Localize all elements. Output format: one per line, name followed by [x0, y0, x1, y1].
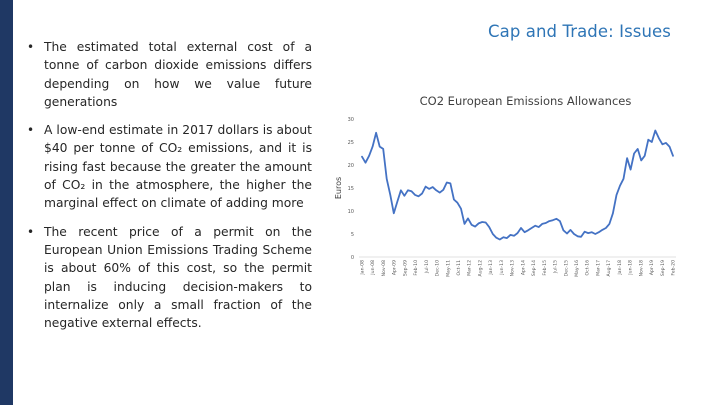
- x-tick-label: May-11: [445, 260, 451, 277]
- x-tick-label: Apr-19: [649, 260, 655, 275]
- x-tick-label: Jun-18: [628, 260, 634, 276]
- bullet-dot-icon: •: [27, 224, 35, 239]
- bullet-text: A low-end estimate in 2017 dollars is ab…: [44, 123, 312, 211]
- y-tick-label: 0: [351, 255, 354, 261]
- x-tick-label: Oct-16: [585, 260, 591, 276]
- bullet-text: The estimated total external cost of a t…: [44, 40, 312, 109]
- x-tick-label: Sep-09: [402, 260, 408, 276]
- x-tick-label: Feb-10: [413, 260, 419, 276]
- x-tick-label: Apr-14: [520, 260, 526, 275]
- bullet-item: • A low-end estimate in 2017 dollars is a…: [26, 121, 312, 212]
- x-tick-label: Feb-15: [542, 260, 548, 276]
- y-tick-label: 20: [348, 163, 354, 169]
- x-tick-label: Jul-15: [553, 260, 559, 274]
- y-tick-label: 25: [348, 140, 354, 146]
- x-tick-label: Feb-20: [671, 260, 677, 276]
- x-tick-label: Dec-15: [563, 260, 569, 276]
- x-tick-label: Oct-11: [456, 260, 462, 276]
- y-tick-label: 30: [348, 117, 354, 123]
- x-tick-label: Mar-17: [595, 260, 601, 276]
- x-tick-label: Sep-14: [531, 260, 537, 276]
- x-tick-label: Jul-10: [424, 260, 430, 274]
- bullet-list: • The estimated total external cost of a …: [26, 38, 312, 342]
- x-tick-label: Jan-08: [360, 260, 366, 276]
- bullet-item: • The recent price of a permit on the Eur…: [26, 223, 312, 333]
- x-tick-label: Nov-08: [381, 260, 387, 276]
- x-tick-label: May-16: [574, 260, 580, 277]
- bullet-dot-icon: •: [27, 123, 35, 138]
- x-tick-label: Sep-19: [660, 260, 666, 276]
- x-tick-label: Jun-13: [499, 260, 505, 276]
- bullet-item: • The estimated total external cost of a …: [26, 38, 312, 111]
- x-tick-label: Mar-12: [467, 260, 473, 276]
- x-tick-label: Jan-13: [488, 260, 494, 276]
- x-tick-label: Apr-09: [392, 260, 398, 275]
- x-tick-label: Jun-08: [370, 260, 376, 276]
- y-tick-label: 5: [351, 232, 354, 238]
- x-tick-label: Dec-10: [435, 260, 441, 276]
- emissions-chart: CO2 European Emissions Allowances 0 5 10 15 2…: [334, 94, 677, 277]
- x-tick-label: Aug-17: [606, 260, 612, 277]
- x-tick-label: Nov-18: [638, 260, 644, 276]
- x-tick-label: Aug-12: [477, 260, 483, 277]
- slide-title: Cap and Trade: Issues: [488, 22, 671, 41]
- y-tick-label: 10: [348, 209, 354, 215]
- y-axis-label: Euros: [334, 177, 343, 199]
- bullet-text: The recent price of a permit on the Euro…: [44, 224, 312, 331]
- bullet-dot-icon: •: [27, 40, 35, 54]
- left-accent-bar: [0, 0, 13, 405]
- series-line: [361, 129, 674, 241]
- x-tick-label: Jan-18: [617, 260, 623, 276]
- chart-title: CO2 European Emissions Allowances: [420, 94, 632, 108]
- y-tick-label: 15: [348, 186, 354, 192]
- x-tick-label: Nov-13: [510, 260, 516, 276]
